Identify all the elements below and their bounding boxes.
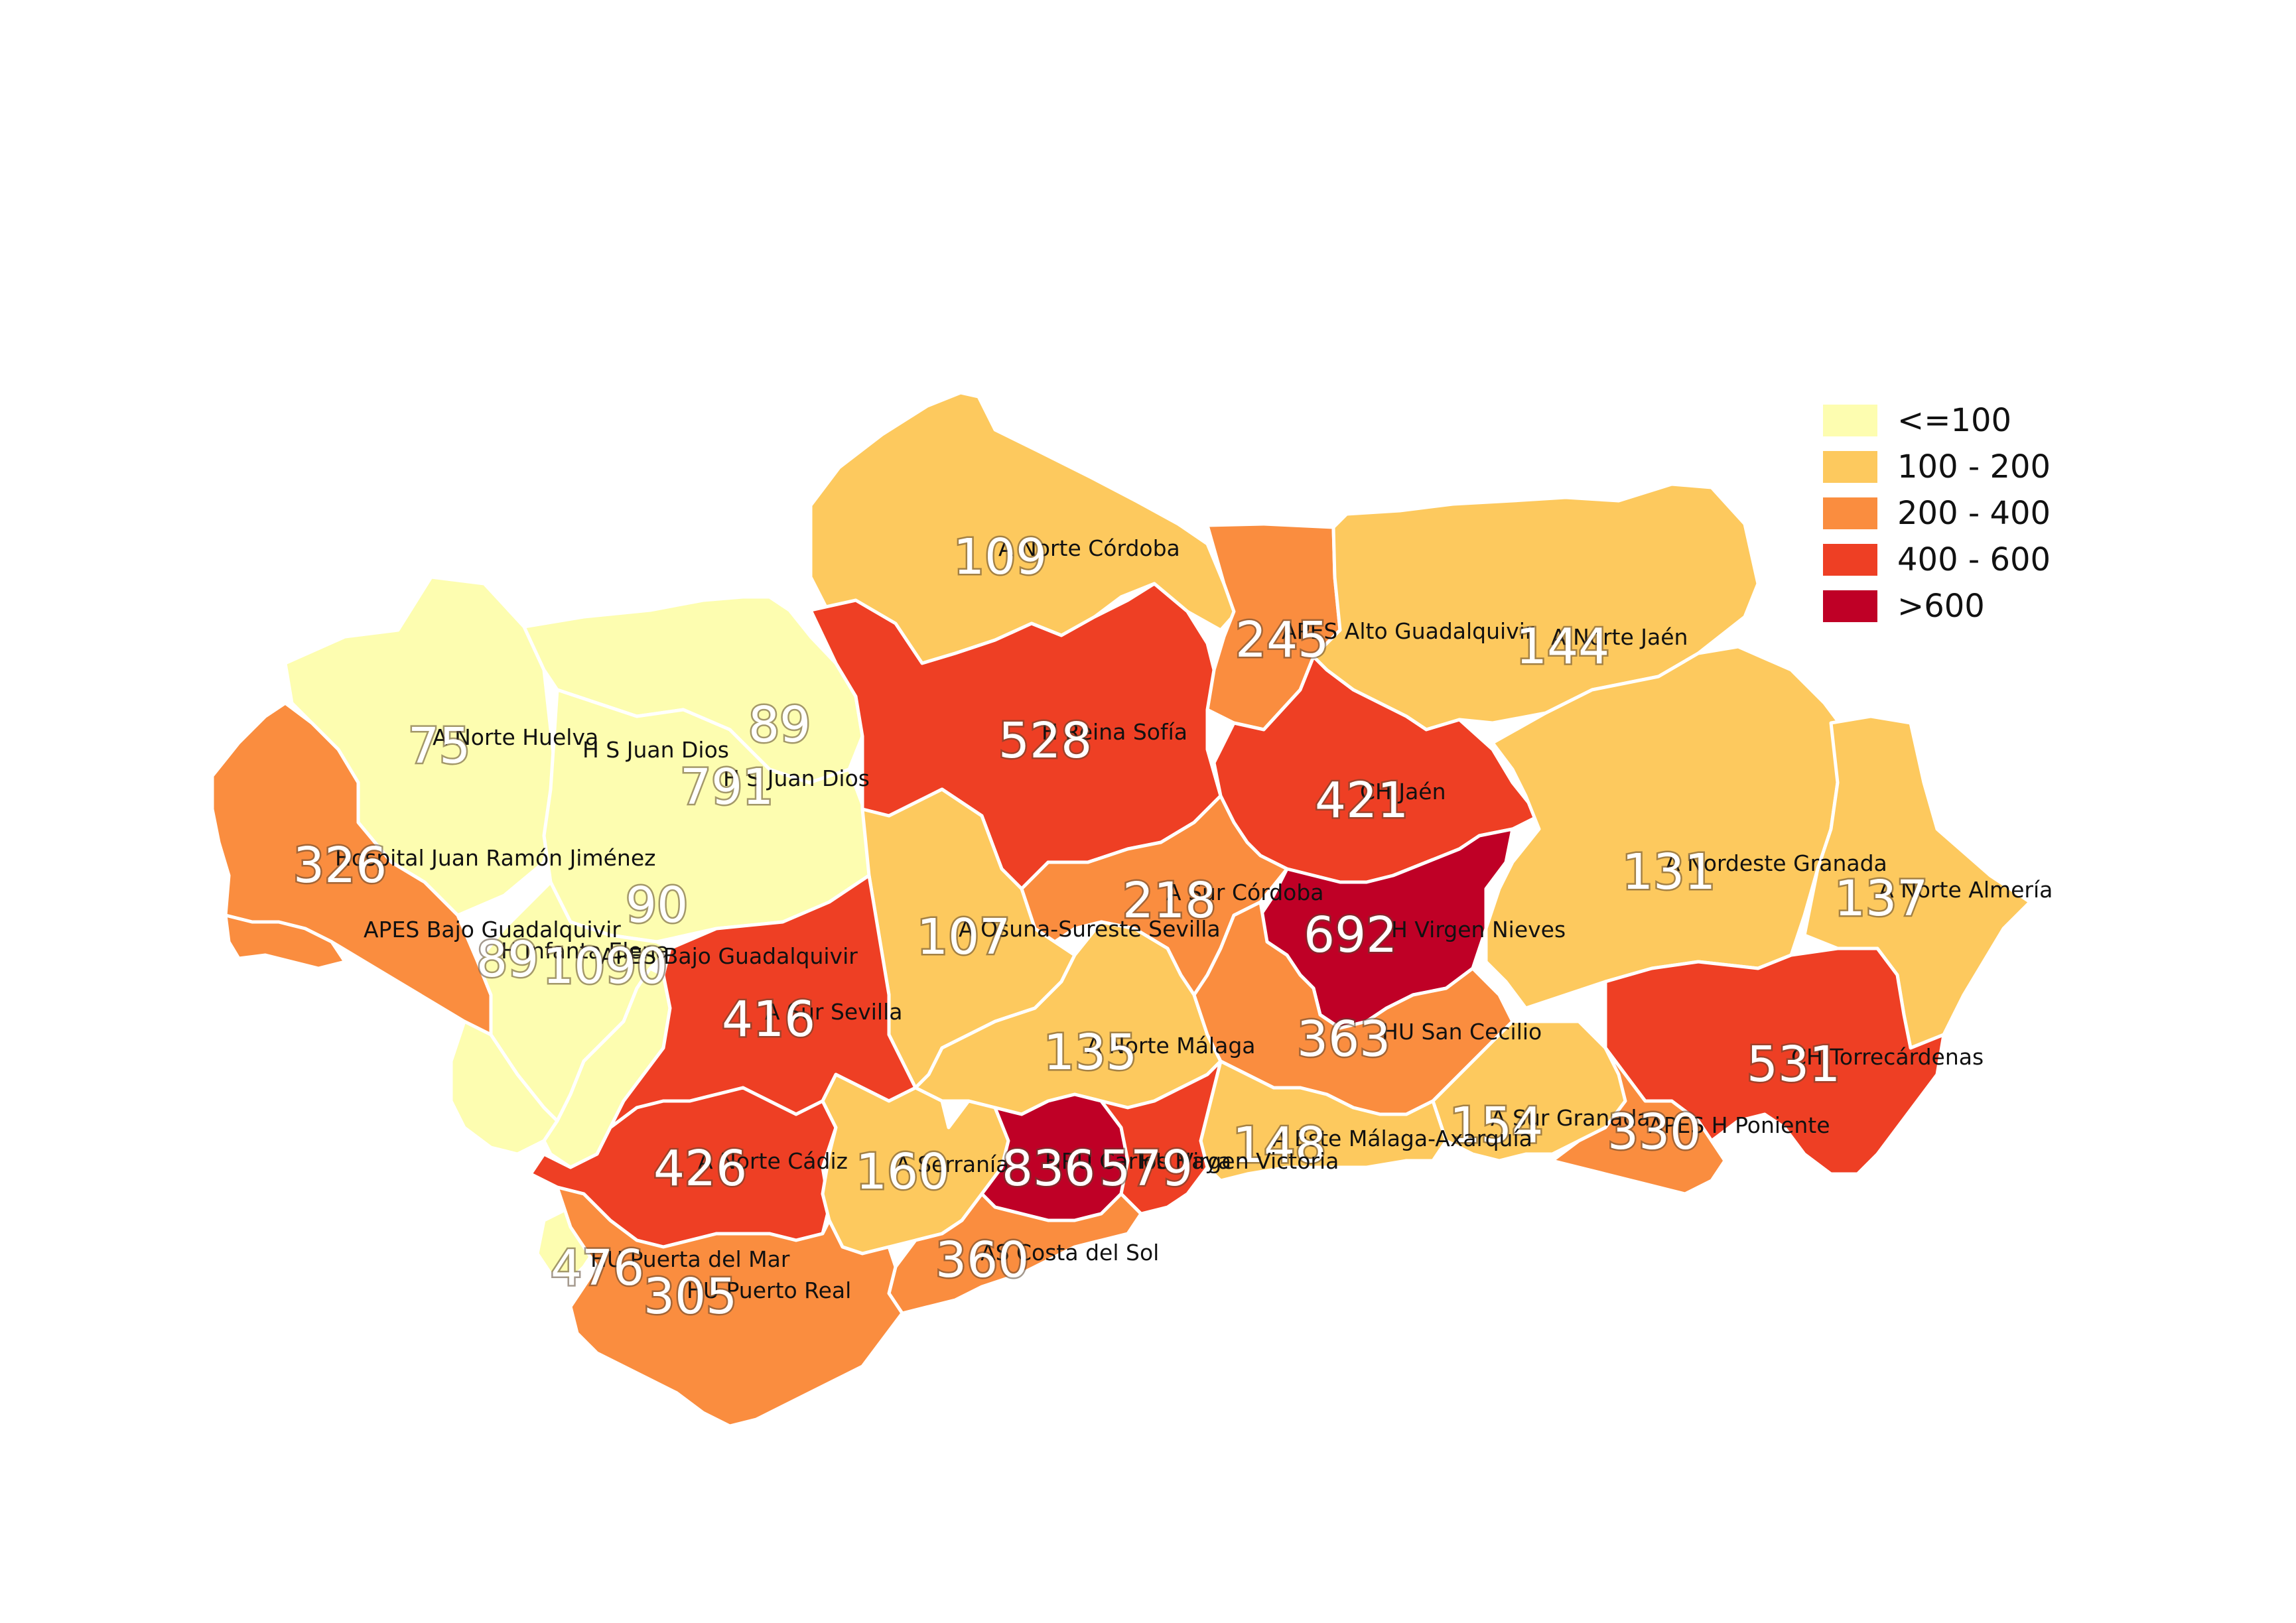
- region-hu-puerto-real: [555, 1185, 904, 1428]
- region-value-label: 326: [293, 837, 387, 894]
- region-value-label: 1090: [543, 938, 667, 995]
- region-name-label: HU Puerta del Mar: [590, 1246, 790, 1272]
- region-value-label: 421: [1315, 772, 1408, 829]
- region-apes-h-poniente: [1550, 1046, 1727, 1196]
- region-value-label: 135: [1044, 1024, 1137, 1081]
- region-name-label: H Virgen Nieves: [1391, 917, 1566, 942]
- region-name-label: A Sur Granada: [1491, 1105, 1651, 1131]
- region-value-label: 692: [1304, 907, 1397, 964]
- region-name-label: APES Alto Guadalquivir: [1282, 618, 1534, 644]
- region-value-label: 360: [935, 1232, 1029, 1289]
- region-value-label: 90: [626, 877, 688, 934]
- region-name-label: A Norte Almería: [1879, 877, 2053, 903]
- region-value-label: 89: [476, 931, 539, 988]
- region-h-infanta-elena: [449, 1019, 559, 1156]
- region-name-label: HRU Carlos Haya: [1045, 1148, 1231, 1174]
- region-name-label: A Sur Sevilla: [765, 999, 903, 1025]
- region-value-label: 363: [1297, 1011, 1390, 1068]
- legend-label: 200 - 400: [1897, 495, 2051, 532]
- region-name-label: HU Puerto Real: [687, 1277, 851, 1303]
- region-value-label: 416: [722, 991, 815, 1048]
- region-name-label: A Osuna-Sureste Sevilla: [959, 916, 1221, 942]
- region-value-label: 75: [408, 718, 470, 775]
- legend-swatch: [1823, 590, 1877, 622]
- legend-swatch: [1823, 544, 1877, 576]
- region-value-label: 148: [1233, 1117, 1326, 1174]
- region-name-label: A Norte Jaén: [1551, 624, 1688, 650]
- region-name-label: APES Bajo Guadalquivir: [364, 917, 621, 942]
- region-name-label: H Infanta Elena: [501, 938, 669, 964]
- region-name-label: A Nordeste Granada: [1665, 850, 1887, 876]
- region-hospital-juan-ramon-jimenez-coast: [224, 913, 347, 970]
- region-name-label: CH Torrecárdenas: [1791, 1044, 1984, 1070]
- region-name-label: HU San Cecilio: [1382, 1019, 1542, 1045]
- region-value-label: 154: [1450, 1097, 1543, 1154]
- region-name-label: A Norte Huelva: [433, 724, 598, 750]
- region-value-label: 531: [1747, 1036, 1840, 1093]
- region-value-label: 89: [748, 696, 811, 753]
- region-value-label: 160: [856, 1143, 949, 1201]
- region-value-label: 528: [998, 712, 1092, 769]
- region-hu-virgen-victoria: [1099, 1059, 1223, 1216]
- region-value-label: 476: [551, 1240, 644, 1297]
- region-value-label: 426: [653, 1140, 747, 1197]
- region-value-label: 579: [1099, 1140, 1193, 1197]
- region-name-label: APES H Poniente: [1649, 1112, 1830, 1138]
- region-value-label: 107: [917, 909, 1010, 966]
- region-layer: [210, 391, 2032, 1428]
- legend-label: 400 - 600: [1897, 541, 2051, 578]
- legend: <=100 100 - 200 200 - 400 400 - 600 >600: [1823, 402, 2051, 625]
- region-value-label: 305: [643, 1268, 737, 1325]
- region-value-label: 137: [1834, 870, 1928, 927]
- region-name-label: CH Jaén: [1360, 779, 1446, 805]
- region-value-label: 791: [680, 759, 774, 816]
- region-name-label: A Sur Córdoba: [1166, 879, 1324, 905]
- region-name-label: A Norte Cádiz: [698, 1148, 848, 1174]
- region-name-label: A Norte Córdoba: [998, 535, 1180, 561]
- region-name-label: AS Costa del Sol: [980, 1240, 1159, 1266]
- region-name-label: H Reina Sofía: [1042, 719, 1187, 745]
- region-name-label: A Este Málaga-Axarquía: [1272, 1126, 1532, 1151]
- region-name-label: HU Virgen Victoria: [1139, 1148, 1339, 1174]
- region-value-label: 144: [1516, 618, 1609, 675]
- legend-label: <=100: [1897, 402, 2011, 439]
- region-value-label: 836: [1002, 1140, 1095, 1197]
- region-name-label: Hospital Juan Ramón Jiménez: [335, 845, 655, 871]
- region-name-label: A Norte Málaga: [1087, 1033, 1256, 1059]
- region-value-label: 218: [1122, 872, 1216, 929]
- region-name-label: A Serranía: [896, 1151, 1009, 1177]
- region-name-label: H S Juan Dios: [723, 765, 870, 791]
- region-value-label: 109: [953, 529, 1047, 586]
- region-a-este-malaga-axarquia: [1199, 1059, 1448, 1183]
- region-value-label: 245: [1235, 612, 1329, 669]
- region-value-label: 330: [1607, 1104, 1701, 1161]
- legend-swatch: [1823, 497, 1877, 529]
- legend-swatch: [1823, 451, 1877, 483]
- legend-label: 100 - 200: [1897, 448, 2051, 486]
- region-value-label: 131: [1622, 844, 1716, 901]
- legend-label: >600: [1897, 588, 1985, 625]
- region-name-label: APES Bajo Guadalquivir: [600, 943, 858, 969]
- region-as-costa-del-sol: [887, 1192, 1143, 1315]
- legend-swatch: [1823, 405, 1877, 436]
- region-name-label: H S Juan Dios: [582, 737, 729, 763]
